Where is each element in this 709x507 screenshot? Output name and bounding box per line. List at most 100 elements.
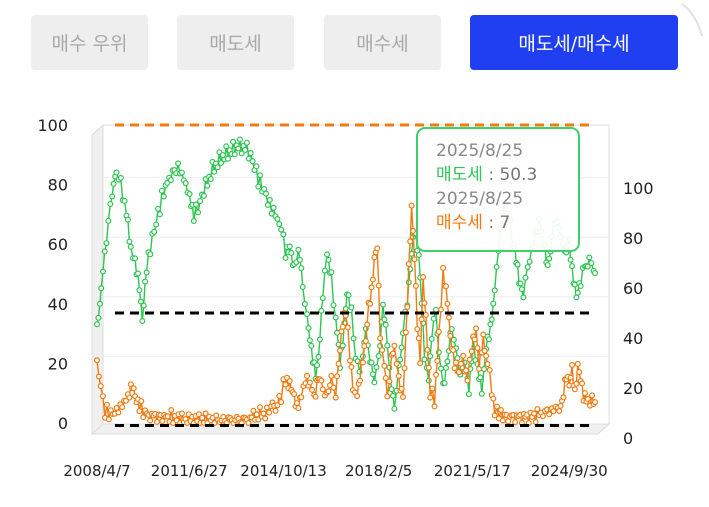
data-point	[476, 365, 483, 372]
tab-buy-pressure[interactable]: 매수세	[324, 15, 441, 70]
data-point	[214, 164, 221, 171]
data-point	[286, 378, 293, 385]
tooltip-value-buy: : 7	[482, 213, 511, 233]
data-point	[584, 395, 591, 402]
data-point	[154, 418, 161, 425]
data-point	[455, 369, 462, 376]
data-point	[464, 377, 471, 384]
data-point	[93, 321, 100, 328]
data-point	[487, 321, 494, 328]
data-point	[386, 378, 393, 385]
data-point	[576, 369, 583, 376]
data-point	[465, 391, 472, 398]
data-point	[242, 146, 249, 153]
data-point	[544, 262, 551, 269]
data-point	[291, 391, 298, 398]
data-point	[458, 360, 465, 367]
data-point	[359, 359, 366, 366]
y-right-tick-0: 0	[623, 429, 633, 448]
data-point	[253, 163, 260, 170]
data-point	[530, 410, 537, 417]
data-point	[382, 375, 389, 382]
data-point	[339, 323, 346, 330]
data-point	[493, 403, 500, 410]
data-point	[113, 169, 120, 176]
tooltip-date-buy: 2025/8/25	[436, 189, 524, 209]
data-point	[167, 176, 174, 183]
y-left-tick-80: 80	[48, 176, 68, 195]
tab-buy-dominance[interactable]: 매수 우위	[31, 15, 148, 70]
tab-bar: 매수 우위 매도세 매수세 매도세/매수세	[31, 15, 678, 70]
data-point	[156, 211, 163, 218]
data-point	[332, 394, 339, 401]
chart-tooltip: 2025/8/25 매도세 : 50.3 2025/8/25 매수세 : 7	[416, 127, 580, 252]
data-point	[276, 392, 283, 399]
tab-sell-buy-pressure[interactable]: 매도세/매수세	[470, 15, 678, 70]
data-point	[348, 363, 355, 370]
data-point	[151, 228, 158, 235]
pressure-chart: 0 20 40 60 80 100 0 20 40 60 80 100 2008/4/7 2011/6…	[37, 116, 653, 480]
data-point	[99, 268, 106, 275]
data-point	[124, 216, 131, 223]
data-point	[573, 294, 580, 301]
data-point	[361, 343, 368, 350]
data-point	[468, 348, 475, 355]
data-point	[199, 414, 206, 421]
data-point	[367, 300, 374, 307]
data-point	[556, 408, 563, 415]
data-point	[391, 342, 398, 349]
data-point	[325, 388, 332, 395]
data-point	[328, 372, 335, 379]
data-point	[264, 201, 271, 208]
data-point	[224, 155, 231, 162]
data-point	[308, 342, 315, 349]
data-point	[443, 283, 450, 290]
data-point	[374, 245, 381, 252]
y-left-tick-20: 20	[48, 354, 68, 373]
data-point	[306, 337, 313, 344]
y-left-tick-40: 40	[48, 295, 68, 314]
data-point	[288, 249, 295, 256]
data-point	[200, 192, 207, 199]
tab-sell-pressure[interactable]: 매도세	[177, 15, 294, 70]
data-point	[159, 418, 166, 425]
data-point	[110, 180, 117, 187]
data-point	[379, 347, 386, 354]
tooltip-series-sell: 매도세	[436, 165, 483, 185]
data-point	[136, 408, 143, 415]
data-point	[550, 408, 557, 415]
data-point	[497, 407, 504, 414]
data-point	[390, 350, 397, 357]
data-point	[518, 286, 525, 293]
data-point	[274, 402, 281, 409]
data-point	[299, 283, 306, 290]
data-point	[155, 205, 162, 212]
data-point	[140, 302, 147, 309]
scroll-indicator	[681, 3, 703, 37]
data-point	[330, 384, 337, 391]
data-point	[142, 278, 149, 285]
data-point	[567, 374, 574, 381]
data-point	[237, 136, 244, 143]
data-point	[407, 238, 414, 245]
data-point	[589, 392, 596, 399]
data-point	[147, 251, 154, 258]
x-tick-label: 2018/2/5	[345, 462, 412, 480]
data-point	[257, 172, 264, 179]
data-point	[298, 265, 305, 272]
data-point	[480, 331, 487, 338]
data-point	[484, 361, 491, 368]
data-point	[257, 404, 264, 411]
data-point	[410, 227, 417, 234]
data-point	[481, 366, 488, 373]
data-point	[414, 326, 421, 333]
data-point	[97, 383, 104, 390]
y-right-tick-20: 20	[623, 379, 643, 398]
data-point	[95, 314, 102, 321]
data-point	[430, 315, 437, 322]
data-point	[408, 202, 415, 209]
y-left-tick-100: 100	[37, 116, 68, 135]
data-point	[474, 345, 481, 352]
data-point	[526, 258, 533, 265]
data-point	[335, 360, 342, 367]
